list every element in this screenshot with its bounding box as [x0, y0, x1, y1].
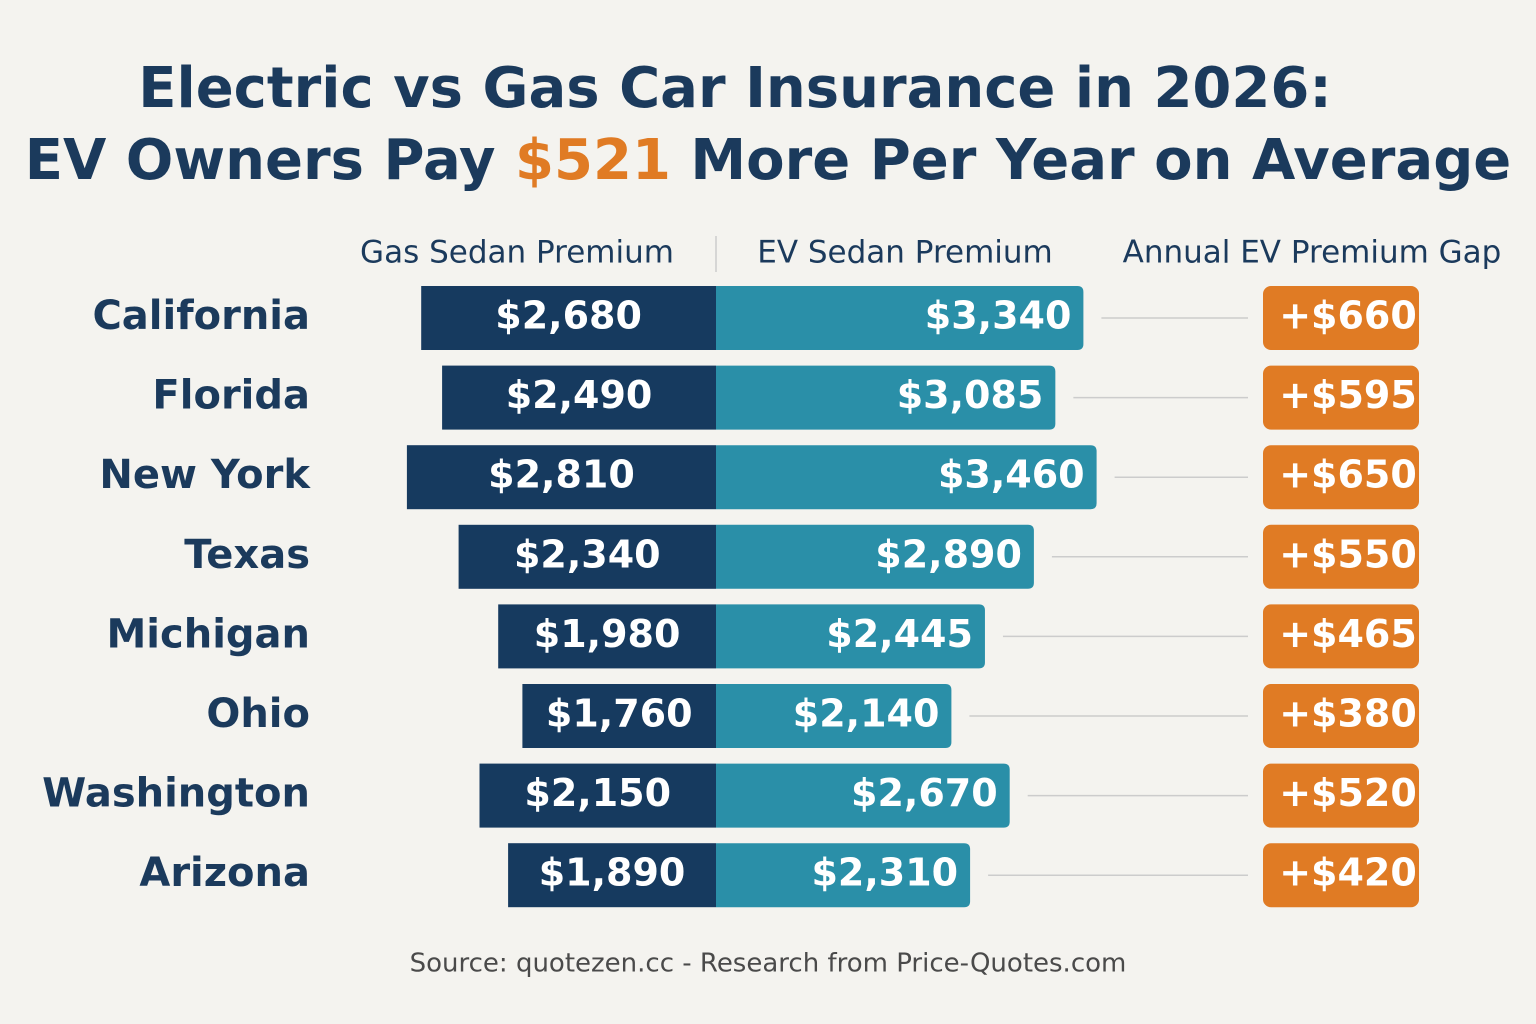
- value-label: $2,810: [488, 453, 635, 497]
- category-label: New York: [99, 452, 311, 498]
- gap-label: +$650: [1279, 453, 1417, 497]
- ev-bar: [716, 445, 1097, 510]
- gas-bar: [421, 286, 716, 350]
- value-label: $2,140: [793, 692, 940, 736]
- legend-label: EV Sedan Premium: [757, 235, 1053, 271]
- value-label: $1,890: [539, 851, 686, 895]
- gap-label: +$420: [1279, 851, 1417, 895]
- gap-label: +$660: [1279, 294, 1417, 338]
- gap-label: +$550: [1279, 532, 1417, 576]
- value-label: $3,085: [897, 373, 1044, 417]
- category-label: California: [92, 293, 310, 339]
- value-label: $3,340: [925, 294, 1072, 338]
- gap-label: +$520: [1279, 771, 1417, 815]
- gas-bar: [458, 524, 716, 589]
- gas-bar: [498, 604, 716, 669]
- category-label: Texas: [184, 532, 310, 578]
- ev-bar: [716, 684, 952, 748]
- value-label: $2,445: [826, 612, 973, 656]
- legend-label: Annual EV Premium Gap: [1123, 235, 1502, 271]
- category-label: Michigan: [106, 611, 310, 657]
- ev-bar: [716, 524, 1034, 589]
- category-label: Florida: [152, 373, 310, 419]
- ev-bar: [716, 604, 985, 669]
- gap-badge: [1263, 843, 1419, 908]
- value-label: $2,150: [524, 771, 671, 815]
- ev-bar: [716, 286, 1084, 350]
- value-label: $2,340: [514, 532, 661, 576]
- gas-bar: [442, 365, 716, 430]
- category-label: Washington: [42, 771, 310, 817]
- gap-badge: [1263, 445, 1419, 510]
- ev-bar: [716, 763, 1010, 828]
- gap-badge: [1263, 365, 1419, 430]
- gas-bar: [406, 445, 716, 510]
- gap-badge: [1263, 524, 1419, 589]
- value-label: $2,890: [875, 532, 1022, 576]
- ev-bar: [716, 365, 1056, 430]
- gap-label: +$380: [1279, 692, 1417, 736]
- gas-bar: [479, 763, 716, 828]
- gas-bar: [508, 843, 716, 908]
- value-label: $2,680: [495, 294, 642, 338]
- gap-label: +$465: [1279, 612, 1417, 656]
- value-label: $2,310: [811, 851, 958, 895]
- chart-title: EV Owners Pay $521 More Per Year on Aver…: [25, 128, 1512, 193]
- chart-title: Electric vs Gas Car Insurance in 2026:: [138, 56, 1331, 121]
- gap-badge: [1263, 684, 1419, 748]
- gap-badge: [1263, 604, 1419, 669]
- gap-badge: [1263, 763, 1419, 828]
- value-label: $1,760: [546, 692, 693, 736]
- value-label: $2,670: [851, 771, 998, 815]
- gap-label: +$595: [1279, 373, 1417, 417]
- gap-badge: [1263, 286, 1419, 350]
- title-part: More Per Year on Average: [671, 128, 1511, 193]
- category-label: Ohio: [206, 691, 310, 737]
- category-label: Arizona: [139, 850, 310, 896]
- ev-bar: [716, 843, 971, 908]
- title-highlight: $521: [515, 128, 671, 193]
- value-label: $2,490: [506, 373, 653, 417]
- value-label: $3,460: [938, 453, 1085, 497]
- gas-bar: [522, 684, 716, 748]
- value-label: $1,980: [534, 612, 681, 656]
- source: Source: quotezen.cc - Research from Pric…: [410, 949, 1127, 979]
- title-part: EV Owners Pay: [25, 128, 515, 193]
- legend-label: Gas Sedan Premium: [360, 235, 674, 271]
